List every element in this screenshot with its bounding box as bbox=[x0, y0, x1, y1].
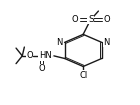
Text: O: O bbox=[26, 51, 33, 60]
Text: S: S bbox=[88, 15, 94, 24]
Text: N: N bbox=[56, 38, 63, 47]
Text: HN: HN bbox=[39, 51, 51, 60]
Text: Cl: Cl bbox=[79, 71, 87, 80]
Text: N: N bbox=[104, 38, 110, 47]
Text: O: O bbox=[72, 15, 78, 24]
Text: O: O bbox=[38, 64, 45, 73]
Text: O: O bbox=[103, 15, 110, 24]
